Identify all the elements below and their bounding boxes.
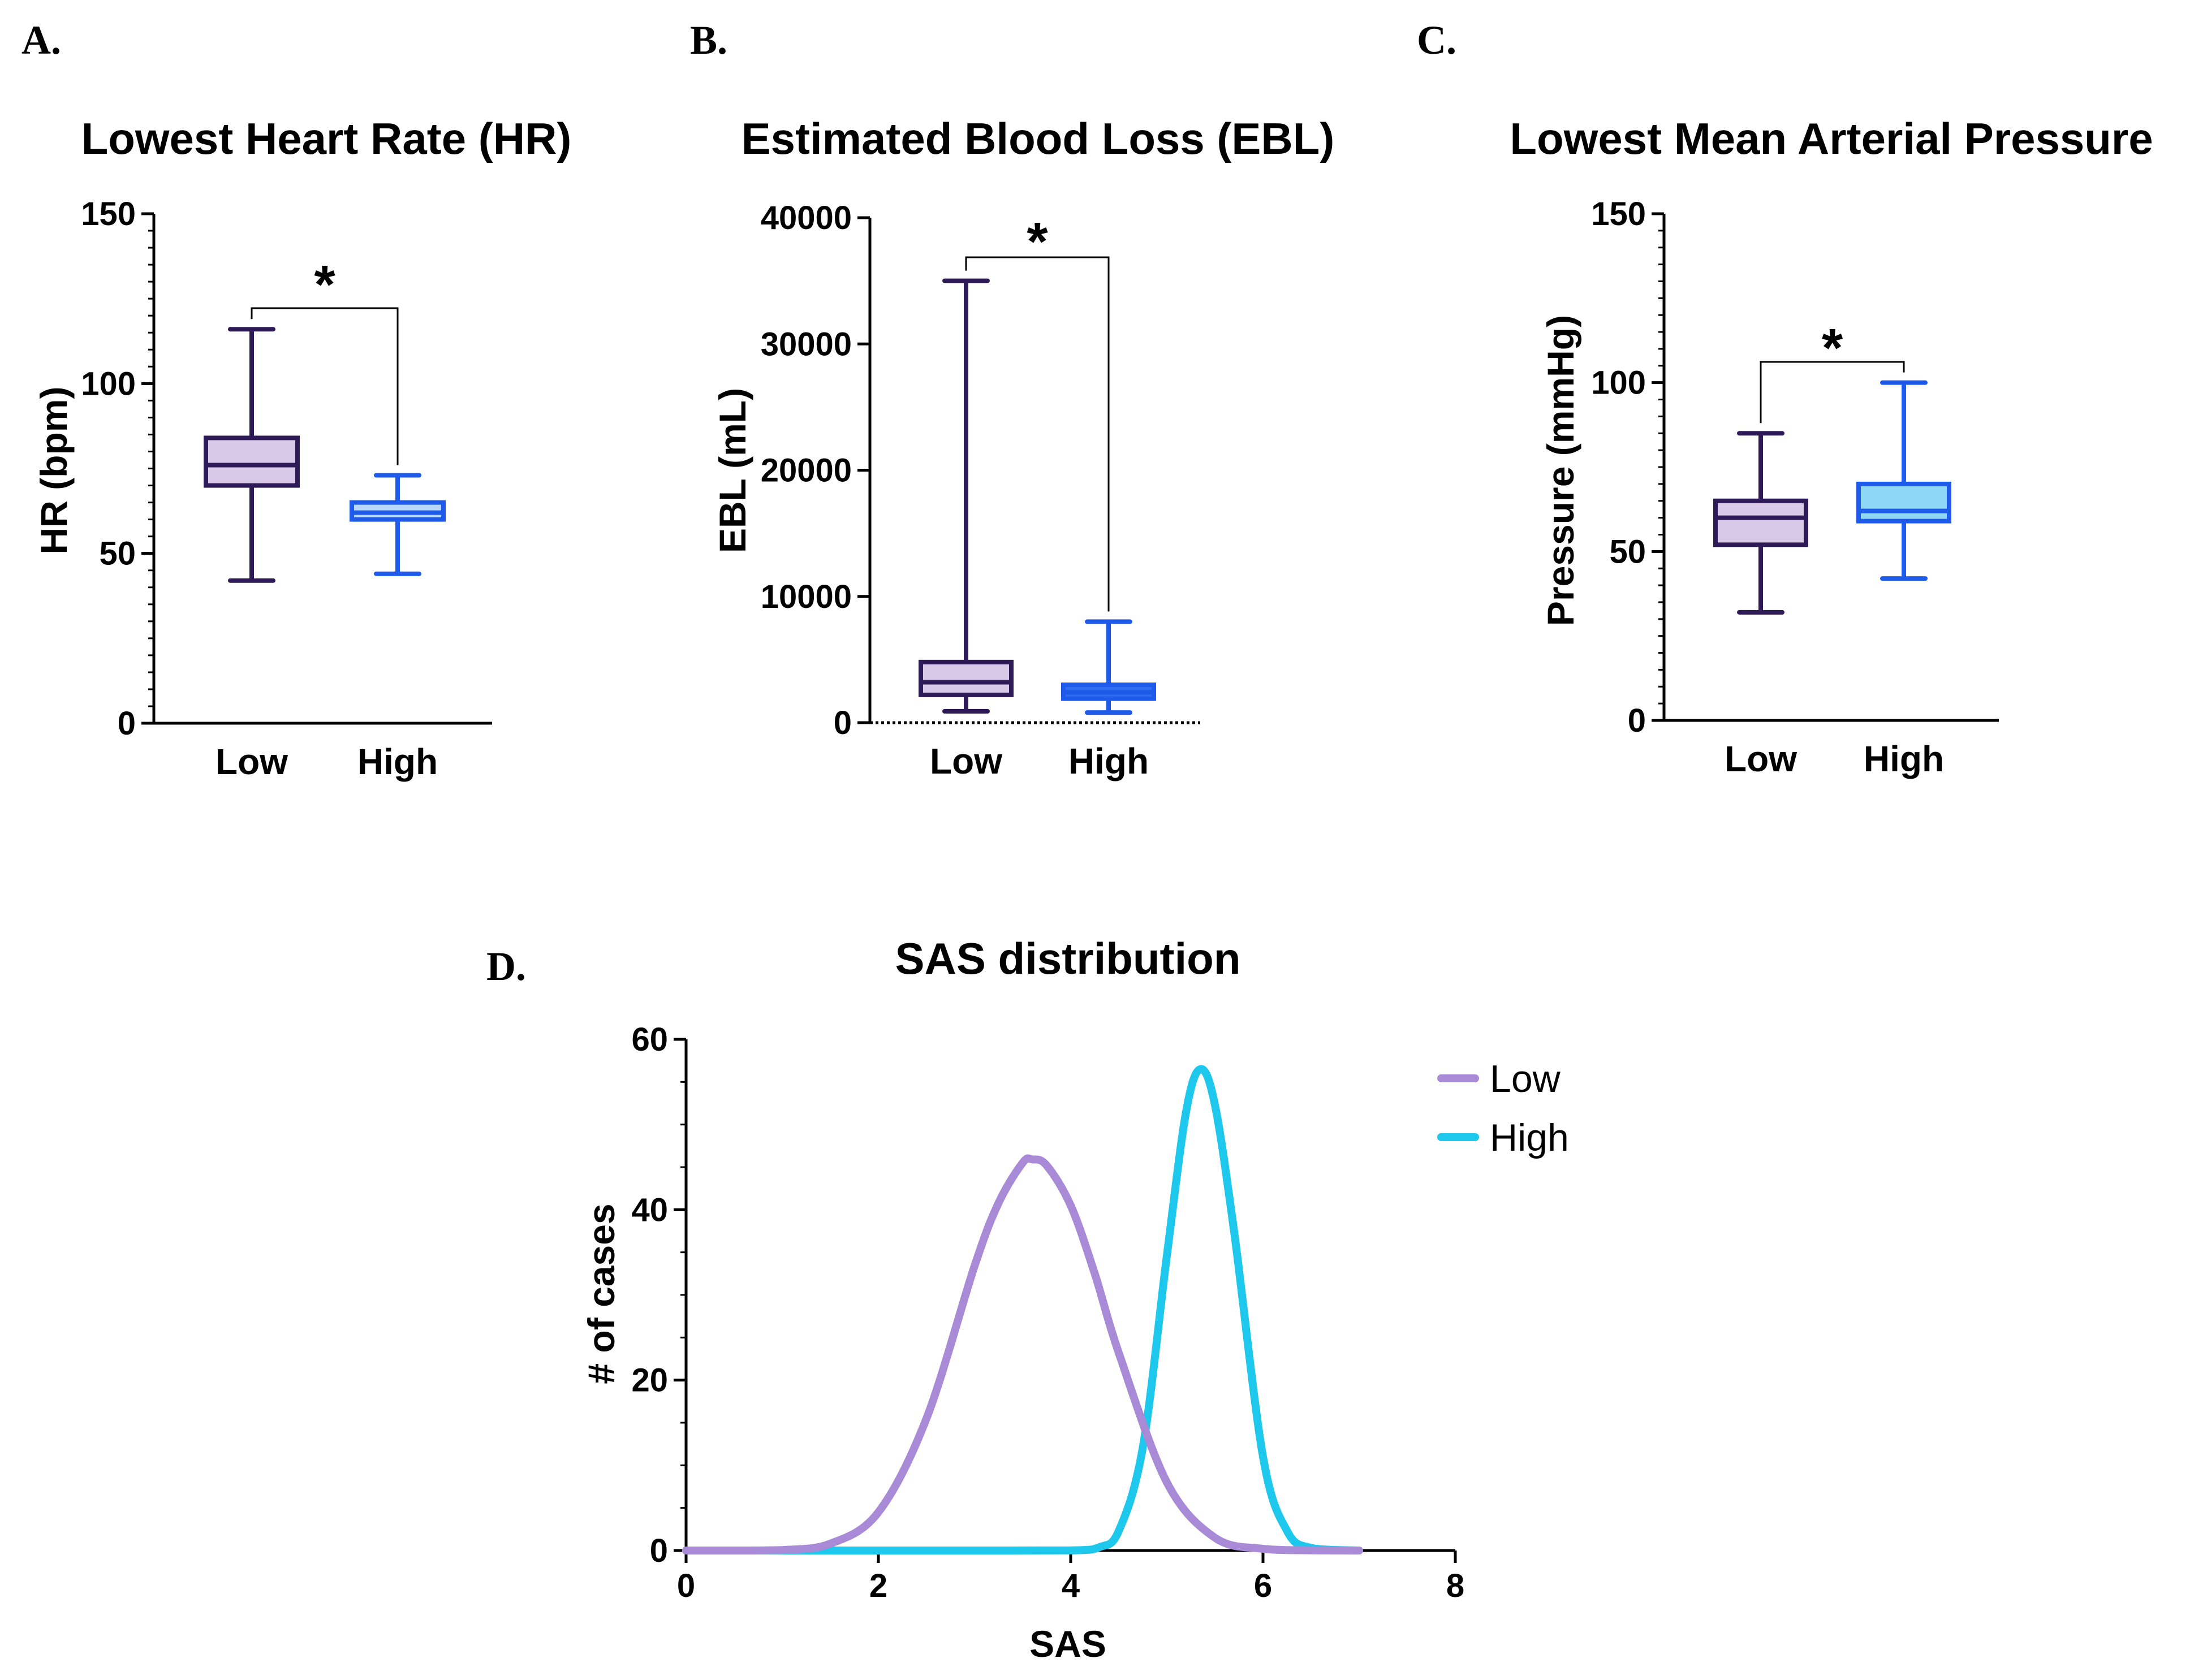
chart-b-plot: 0 10000 20000 30000 40000 Low High * bbox=[761, 200, 1200, 781]
chart-d-y-tick-label: 0 bbox=[650, 1532, 668, 1569]
chart-b-title: Estimated Blood Loss (EBL) bbox=[742, 114, 1335, 163]
chart-c-significance-bracket bbox=[1760, 361, 1905, 424]
legend-label-low: Low bbox=[1490, 1057, 1561, 1100]
chart-c-x-tick-label: High bbox=[1864, 738, 1944, 779]
chart-c-y-tick-label: 150 bbox=[1591, 196, 1646, 232]
chart-b-ylabel: EBL (mL) bbox=[712, 388, 753, 553]
chart-d-legend: Low High bbox=[1437, 1057, 1569, 1159]
chart-a-ylabel: HR (bpm) bbox=[33, 387, 75, 555]
chart-d-title: SAS distribution bbox=[895, 934, 1241, 983]
chart-d-y-tick-label: 40 bbox=[631, 1191, 668, 1228]
chart-a-y-tick-label: 100 bbox=[81, 365, 136, 402]
chart-d-ylabel: # of cases bbox=[580, 1203, 622, 1384]
chart-b-box-high bbox=[1061, 619, 1156, 715]
chart-a-y-tick-label: 50 bbox=[99, 535, 136, 572]
chart-d-xlabel: SAS bbox=[1029, 1623, 1106, 1665]
chart-c-plot: 0 50 100 150 Low High * bbox=[1591, 196, 1999, 779]
chart-b-x-tick-label: High bbox=[1068, 741, 1149, 781]
chart-d-y-tick-label: 60 bbox=[631, 1021, 668, 1058]
chart-b-y-tick-label: 20000 bbox=[761, 452, 852, 489]
chart-a-y-tick-label: 150 bbox=[81, 196, 136, 232]
panel-letter-d: D. bbox=[486, 944, 526, 989]
chart-a-x-tick-label: Low bbox=[215, 741, 288, 782]
panel-letter-b: B. bbox=[690, 18, 727, 63]
chart-d-x-tick-label: 2 bbox=[869, 1567, 887, 1604]
chart-a-significance-star: * bbox=[314, 254, 335, 315]
chart-c-significance-star: * bbox=[1822, 318, 1843, 378]
iqr-box bbox=[204, 435, 300, 488]
chart-d-plot: 0 20 40 60 0 2 4 6 8 bbox=[631, 1021, 1464, 1604]
chart-a-y-tick-label: 0 bbox=[118, 705, 136, 742]
chart-b-y-tick-label: 10000 bbox=[761, 578, 852, 615]
chart-a-box-high bbox=[350, 473, 446, 576]
panel-letter-a: A. bbox=[21, 18, 61, 63]
chart-c-y-tick-label: 100 bbox=[1591, 365, 1646, 401]
chart-b-significance-bracket bbox=[965, 256, 1110, 612]
chart-c-box-high bbox=[1856, 380, 1951, 581]
chart-a-box-low bbox=[204, 327, 300, 583]
panel-letter-c: C. bbox=[1417, 18, 1456, 63]
chart-b-y-tick-label: 40000 bbox=[761, 200, 852, 236]
chart-c-x-tick-label: Low bbox=[1725, 738, 1797, 779]
chart-a-plot: 0 50 100 150 Low High * bbox=[81, 196, 492, 782]
chart-a-x-tick-label: High bbox=[357, 741, 438, 782]
chart-b-y-tick-label: 0 bbox=[834, 705, 852, 741]
iqr-box bbox=[919, 659, 1014, 697]
chart-c-y-tick-label: 0 bbox=[1628, 702, 1646, 739]
iqr-box bbox=[1856, 481, 1951, 524]
iqr-box bbox=[1713, 498, 1808, 547]
chart-a-significance-bracket bbox=[251, 307, 399, 465]
chart-d-y-tick-label: 20 bbox=[631, 1362, 668, 1399]
chart-d-x-tick-label: 4 bbox=[1062, 1567, 1080, 1604]
chart-d-series-low-line bbox=[682, 1154, 1363, 1555]
legend-label-high: High bbox=[1490, 1116, 1569, 1159]
chart-d-x-tick-label: 0 bbox=[677, 1567, 695, 1604]
chart-b-significance-star: * bbox=[1027, 211, 1048, 272]
chart-c-y-tick-label: 50 bbox=[1609, 533, 1646, 570]
chart-d-x-tick-label: 6 bbox=[1254, 1567, 1272, 1604]
chart-c-box-low bbox=[1713, 431, 1808, 615]
chart-b-y-tick-label: 30000 bbox=[761, 326, 852, 362]
chart-d-series-high-line bbox=[682, 1065, 1363, 1555]
chart-b-x-tick-label: Low bbox=[930, 741, 1002, 781]
chart-c-ylabel: Pressure (mmHg) bbox=[1540, 315, 1581, 626]
chart-b-box-low bbox=[919, 278, 1014, 714]
chart-a-title: Lowest Heart Rate (HR) bbox=[81, 114, 572, 163]
chart-c-title: Lowest Mean Arterial Pressure bbox=[1510, 114, 2153, 163]
chart-d-x-tick-label: 8 bbox=[1446, 1567, 1464, 1604]
